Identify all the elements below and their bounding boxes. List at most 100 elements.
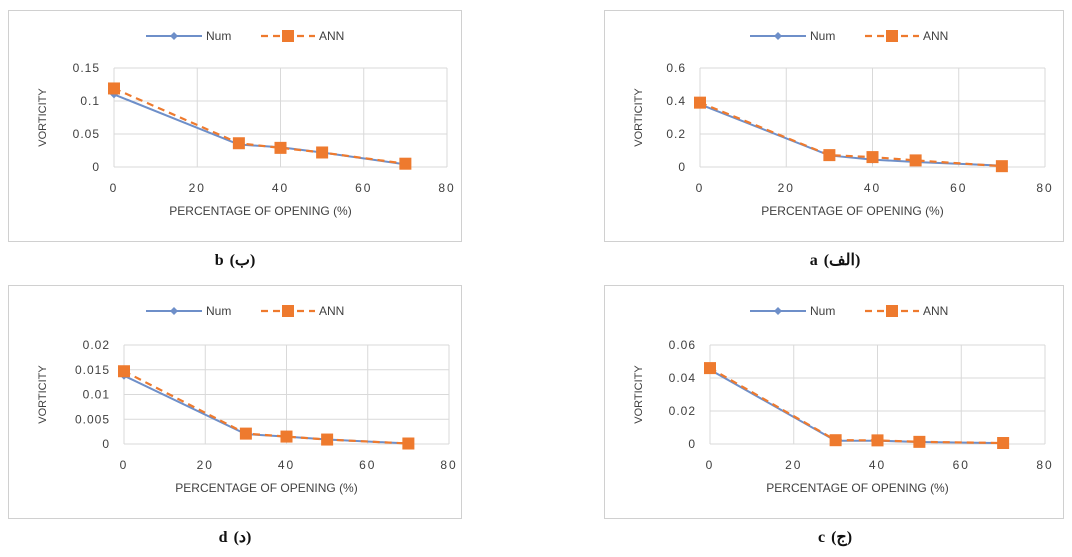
x-tick-label: 0 [696,181,705,195]
data-point-ann [866,151,879,164]
chart-svg-d: 0 20 40 60 80 0 0.005 0.01 0.015 0.02 PERCENTAGE O… [37,304,457,495]
data-point-ann [108,82,120,95]
x-tick-label: 40 [278,458,295,472]
series-line-num [709,368,1004,445]
legend: Num ANN [146,304,344,318]
x-tick-label: 20 [189,181,206,195]
legend-marker-ann [282,305,294,317]
x-tick-label: 80 [440,458,457,472]
legend-label-num: Num [206,29,231,43]
data-point-ann [823,149,836,162]
legend-label-num: Num [810,304,835,318]
legend-label-ann: ANN [923,304,948,318]
x-tick-label: 60 [950,181,967,195]
x-tick-label: 0 [110,181,119,195]
caption-sub: (ب) [229,252,256,269]
caption-c: c (ج) [685,527,985,547]
legend-marker-num [170,32,178,40]
x-axis-label: PERCENTAGE OF OPENING (%) [169,204,351,218]
legend: Num ANN [750,304,948,318]
data-point-ann [321,433,334,446]
y-axis-label: VORTICITY [37,365,49,424]
chart-panel-c: 0 20 40 60 80 0 0.02 0.04 0.06 PERCENTAGE OF OPEN… [604,285,1064,519]
data-point-ann [913,435,926,448]
data-point-ann [694,96,706,109]
data-point-ann [704,362,716,375]
legend-marker-num [170,307,178,315]
data-point-ann [232,137,245,150]
chart-svg-c: 0 20 40 60 80 0 0.02 0.04 0.06 PERCENTAGE OF OPEN… [633,304,1053,495]
y-tick-label: 0.2 [666,127,686,141]
y-tick-label: 0.06 [669,338,696,352]
chart-panel-b: 0 20 40 60 80 0 0.05 0.1 0.15 PERCENTAGE OF OPENI… [8,10,462,242]
legend-label-ann: ANN [319,304,344,318]
legend-marker-ann [886,30,898,42]
y-axis-label: VORTICITY [633,365,645,424]
y-tick-label: 0.4 [666,94,686,108]
data-point-ann [829,434,842,447]
x-tick-label: 20 [778,181,795,195]
legend: Num ANN [750,29,948,43]
x-tick-label: 80 [1036,181,1053,195]
y-tick-label: 0.02 [669,404,696,418]
y-axis-label: VORTICITY [37,88,49,147]
y-tick-label: 0.05 [73,127,100,141]
x-tick-label: 40 [272,181,289,195]
caption-b: b (ب) [85,250,385,270]
data-point-ann [399,157,412,170]
series-line-ann [709,367,1004,445]
x-tick-label: 60 [355,181,372,195]
caption-sub: (د) [233,529,252,546]
legend-marker-num [774,32,782,40]
data-point-ann [118,365,130,378]
x-tick-label: 0 [706,458,715,472]
series-line-ann [113,87,406,165]
x-tick-label: 20 [197,458,214,472]
y-tick-label: 0.01 [83,388,110,402]
y-tick-label: 0.04 [669,371,696,385]
legend-marker-ann [886,305,898,317]
x-tick-label: 60 [953,458,970,472]
series-line-num [113,93,406,166]
y-tick-label: 0 [92,160,100,174]
y-tick-label: 0 [688,437,696,451]
caption-letter: d [218,529,228,546]
x-tick-label: 0 [120,458,129,472]
legend-marker-num [774,307,782,315]
y-tick-label: 0.15 [73,61,100,75]
y-tick-label: 0.005 [75,412,110,426]
x-axis-label: PERCENTAGE OF OPENING (%) [175,481,357,495]
x-tick-label: 20 [785,458,802,472]
legend-label-num: Num [206,304,231,318]
y-tick-label: 0.6 [666,61,686,75]
y-tick-label: 0 [102,437,110,451]
data-point-ann [239,427,252,440]
x-tick-label: 80 [1036,458,1053,472]
data-point-ann [871,434,884,447]
caption-letter: c [817,529,826,546]
x-tick-label: 60 [359,458,376,472]
y-tick-label: 0 [678,160,686,174]
x-axis-label: PERCENTAGE OF OPENING (%) [761,204,943,218]
data-point-ann [280,430,293,443]
data-point-ann [316,146,329,159]
legend: Num ANN [146,29,344,43]
caption-sub: (الف) [823,252,861,269]
y-tick-label: 0.1 [80,94,100,108]
data-point-ann [997,437,1010,450]
caption-letter: a [809,252,818,269]
caption-a: a (الف) [685,250,985,270]
y-axis-label: VORTICITY [633,88,645,147]
series-line-num [123,374,409,445]
y-tick-label: 0.015 [75,363,110,377]
data-point-ann [909,154,922,167]
x-tick-label: 80 [438,181,455,195]
chart-svg-a: 0 20 40 60 80 0 0.2 0.4 0.6 PERCENTAGE OF OPENING… [633,29,1053,218]
data-point-ann [995,160,1008,173]
x-axis-label: PERCENTAGE OF OPENING (%) [766,481,948,495]
caption-letter: b [214,252,224,269]
data-point-ann [274,141,287,154]
legend-marker-ann [282,30,294,42]
y-tick-label: 0.02 [83,338,110,352]
caption-sub: (ج) [831,529,853,546]
